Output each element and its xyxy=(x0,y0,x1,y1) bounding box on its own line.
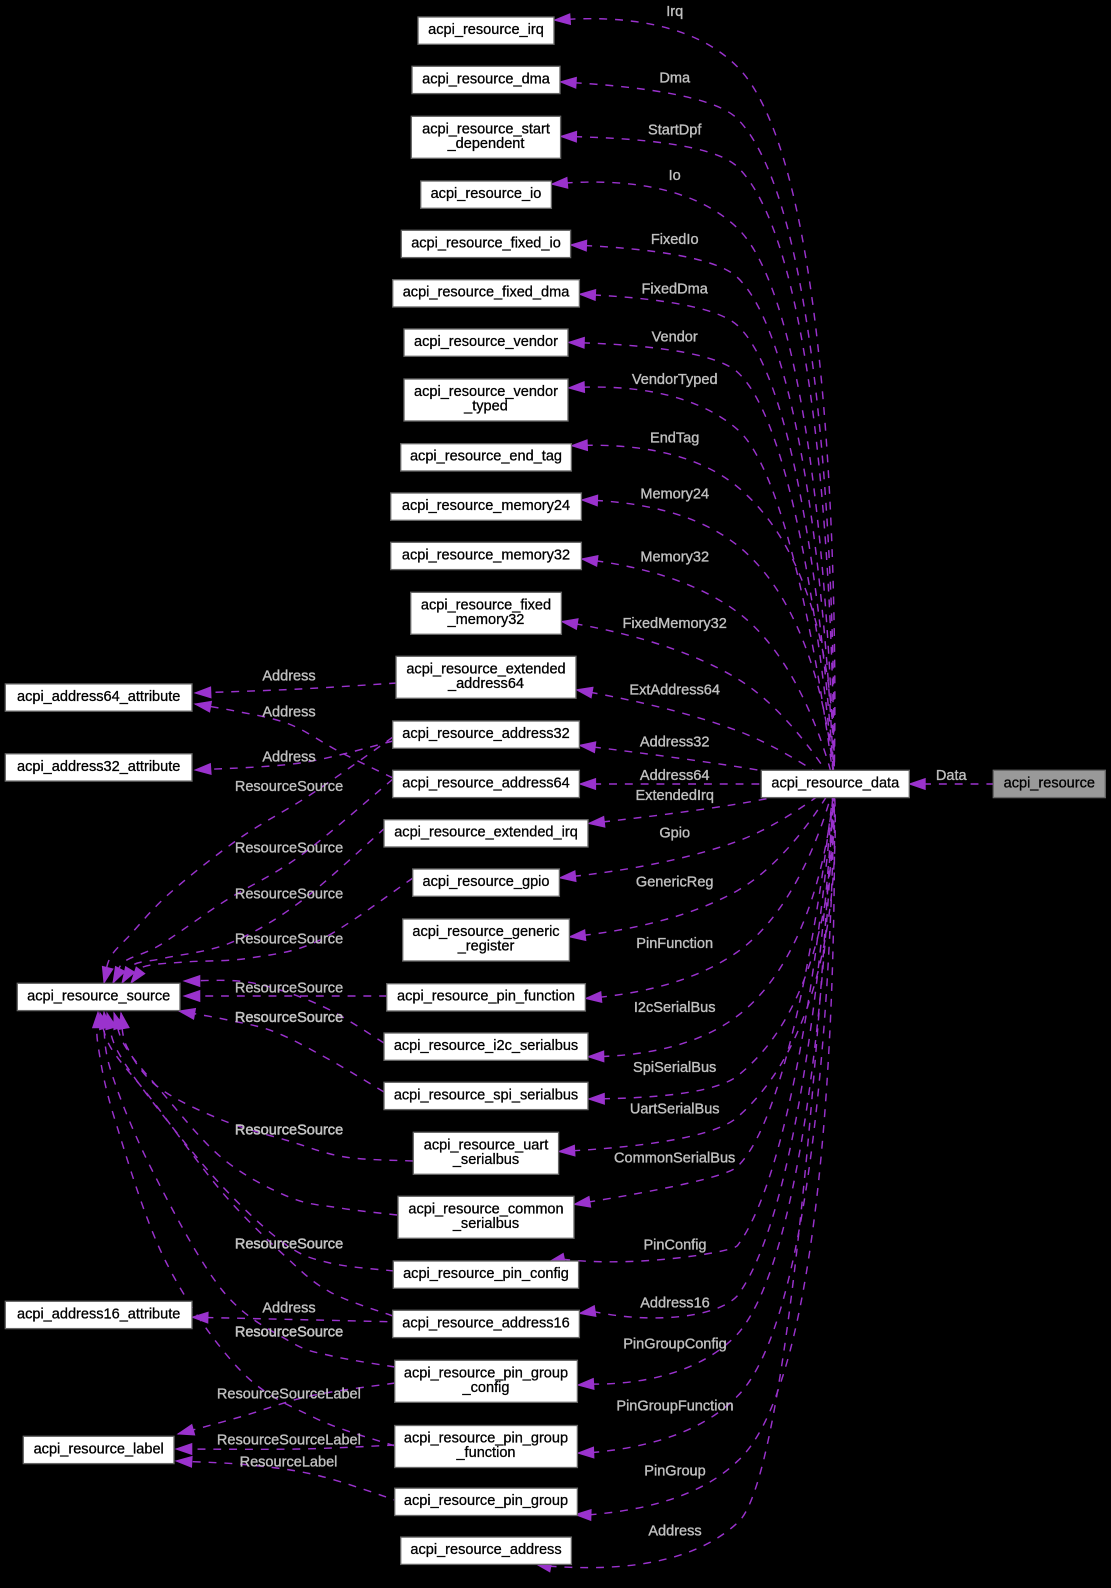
svg-text:ResourceSource: ResourceSource xyxy=(235,932,343,948)
svg-text:Address: Address xyxy=(262,750,315,766)
svg-text:acpi_resource_extended_irq: acpi_resource_extended_irq xyxy=(394,825,578,841)
svg-text:ResourceSource: ResourceSource xyxy=(235,779,343,795)
svg-text:_function: _function xyxy=(455,1445,515,1461)
svg-text:acpi_resource_vendor: acpi_resource_vendor xyxy=(414,384,558,400)
svg-text:acpi_resource_memory24: acpi_resource_memory24 xyxy=(402,498,570,514)
svg-text:acpi_resource_pin_group: acpi_resource_pin_group xyxy=(404,1365,568,1381)
svg-text:FixedMemory32: FixedMemory32 xyxy=(623,616,727,632)
svg-text:Memory32: Memory32 xyxy=(640,549,709,565)
svg-text:ResourceSourceLabel: ResourceSourceLabel xyxy=(217,1433,361,1449)
svg-text:Address: Address xyxy=(262,669,315,685)
svg-text:acpi_resource_address64: acpi_resource_address64 xyxy=(402,775,569,791)
svg-text:ResourceSource: ResourceSource xyxy=(235,841,343,857)
svg-text:acpi_resource_fixed_io: acpi_resource_fixed_io xyxy=(411,235,561,251)
svg-text:Address: Address xyxy=(262,1301,315,1317)
svg-text:acpi_address16_attribute: acpi_address16_attribute xyxy=(17,1306,180,1322)
svg-text:Vendor: Vendor xyxy=(652,329,698,345)
svg-text:Memory24: Memory24 xyxy=(640,487,709,503)
svg-text:acpi_resource_generic: acpi_resource_generic xyxy=(412,924,559,940)
svg-text:ResourceSource: ResourceSource xyxy=(235,1010,343,1026)
svg-text:acpi_resource_spi_serialbus: acpi_resource_spi_serialbus xyxy=(394,1087,578,1103)
svg-text:_serialbus: _serialbus xyxy=(452,1216,519,1232)
svg-text:PinConfig: PinConfig xyxy=(643,1238,706,1254)
svg-text:acpi_resource_i2c_serialbus: acpi_resource_i2c_serialbus xyxy=(394,1038,578,1054)
svg-text:acpi_resource_address32: acpi_resource_address32 xyxy=(402,726,569,742)
svg-text:acpi_resource_vendor: acpi_resource_vendor xyxy=(414,334,558,350)
svg-text:_address64: _address64 xyxy=(447,676,524,692)
svg-text:acpi_resource_address16: acpi_resource_address16 xyxy=(402,1315,569,1331)
svg-text:acpi_resource_start: acpi_resource_start xyxy=(422,121,550,137)
svg-text:ExtAddress64: ExtAddress64 xyxy=(629,683,720,699)
svg-text:acpi_resource_dma: acpi_resource_dma xyxy=(422,71,551,87)
svg-text:PinFunction: PinFunction xyxy=(636,936,713,952)
svg-text:Dma: Dma xyxy=(659,71,691,87)
svg-text:Io: Io xyxy=(669,168,681,184)
svg-text:ExtendedIrq: ExtendedIrq xyxy=(635,788,713,804)
svg-text:ResourceSource: ResourceSource xyxy=(235,1325,343,1341)
svg-text:acpi_resource_io: acpi_resource_io xyxy=(431,186,542,202)
svg-text:Data: Data xyxy=(936,768,968,784)
svg-text:acpi_address64_attribute: acpi_address64_attribute xyxy=(17,689,180,705)
svg-text:_serialbus: _serialbus xyxy=(452,1152,519,1168)
svg-text:PinGroupFunction: PinGroupFunction xyxy=(616,1399,733,1415)
svg-text:PinGroupConfig: PinGroupConfig xyxy=(623,1337,727,1353)
svg-text:acpi_resource_irq: acpi_resource_irq xyxy=(428,22,544,38)
svg-text:_config: _config xyxy=(462,1380,510,1396)
svg-text:Address64: Address64 xyxy=(640,768,710,784)
svg-text:acpi_resource_source: acpi_resource_source xyxy=(27,988,170,1004)
svg-text:VendorTyped: VendorTyped xyxy=(632,372,718,388)
svg-text:acpi_resource_pin_group: acpi_resource_pin_group xyxy=(404,1493,568,1509)
svg-text:SpiSerialBus: SpiSerialBus xyxy=(633,1060,716,1076)
svg-text:ResourceLabel: ResourceLabel xyxy=(240,1455,338,1471)
svg-text:acpi_resource_gpio: acpi_resource_gpio xyxy=(423,874,550,890)
svg-text:EndTag: EndTag xyxy=(650,431,699,447)
svg-text:_register: _register xyxy=(457,939,515,955)
svg-text:Gpio: Gpio xyxy=(659,825,690,841)
svg-text:Address16: Address16 xyxy=(640,1296,710,1312)
svg-text:acpi_resource: acpi_resource xyxy=(1004,775,1095,791)
svg-text:acpi_resource_pin_function: acpi_resource_pin_function xyxy=(397,989,575,1005)
svg-text:Irq: Irq xyxy=(666,4,683,20)
svg-text:Address: Address xyxy=(262,705,315,721)
svg-text:acpi_resource_label: acpi_resource_label xyxy=(34,1441,164,1457)
svg-text:FixedIo: FixedIo xyxy=(651,232,699,248)
svg-text:acpi_resource_address: acpi_resource_address xyxy=(410,1542,561,1558)
svg-text:FixedDma: FixedDma xyxy=(642,281,709,297)
svg-text:ResourceSource: ResourceSource xyxy=(235,1123,343,1139)
svg-text:acpi_resource_fixed: acpi_resource_fixed xyxy=(421,597,551,613)
svg-text:acpi_resource_pin_group: acpi_resource_pin_group xyxy=(404,1431,568,1447)
svg-text:ResourceSourceLabel: ResourceSourceLabel xyxy=(217,1387,361,1403)
svg-text:_typed: _typed xyxy=(463,399,508,415)
svg-text:ResourceSource: ResourceSource xyxy=(235,1237,343,1253)
svg-text:acpi_resource_extended: acpi_resource_extended xyxy=(406,661,565,677)
svg-text:CommonSerialBus: CommonSerialBus xyxy=(614,1151,735,1167)
svg-text:acpi_resource_fixed_dma: acpi_resource_fixed_dma xyxy=(403,285,570,301)
svg-text:PinGroup: PinGroup xyxy=(644,1464,705,1480)
svg-text:ResourceSource: ResourceSource xyxy=(235,1123,343,1139)
svg-text:acpi_resource_pin_config: acpi_resource_pin_config xyxy=(403,1266,569,1282)
svg-text:acpi_resource_uart: acpi_resource_uart xyxy=(424,1137,549,1153)
svg-text:ResourceSource: ResourceSource xyxy=(235,887,343,903)
svg-text:ResourceSource: ResourceSource xyxy=(235,1237,343,1253)
svg-text:acpi_resource_end_tag: acpi_resource_end_tag xyxy=(410,449,562,465)
svg-text:Address: Address xyxy=(648,1524,701,1540)
svg-text:ResourceSource: ResourceSource xyxy=(235,1325,343,1341)
svg-text:UartSerialBus: UartSerialBus xyxy=(630,1101,720,1117)
svg-text:_memory32: _memory32 xyxy=(447,612,525,628)
svg-text:StartDpf: StartDpf xyxy=(648,123,702,139)
svg-text:I2cSerialBus: I2cSerialBus xyxy=(634,1000,716,1016)
svg-text:_dependent: _dependent xyxy=(447,136,525,152)
svg-text:acpi_resource_data: acpi_resource_data xyxy=(771,775,900,791)
svg-text:acpi_resource_memory32: acpi_resource_memory32 xyxy=(402,547,570,563)
svg-text:acpi_resource_common: acpi_resource_common xyxy=(408,1201,563,1217)
svg-text:ResourceSource: ResourceSource xyxy=(235,1010,343,1026)
svg-text:ResourceSource: ResourceSource xyxy=(235,981,343,997)
svg-text:GenericReg: GenericReg xyxy=(636,875,714,891)
svg-text:Address32: Address32 xyxy=(640,735,710,751)
svg-text:acpi_address32_attribute: acpi_address32_attribute xyxy=(17,759,180,775)
